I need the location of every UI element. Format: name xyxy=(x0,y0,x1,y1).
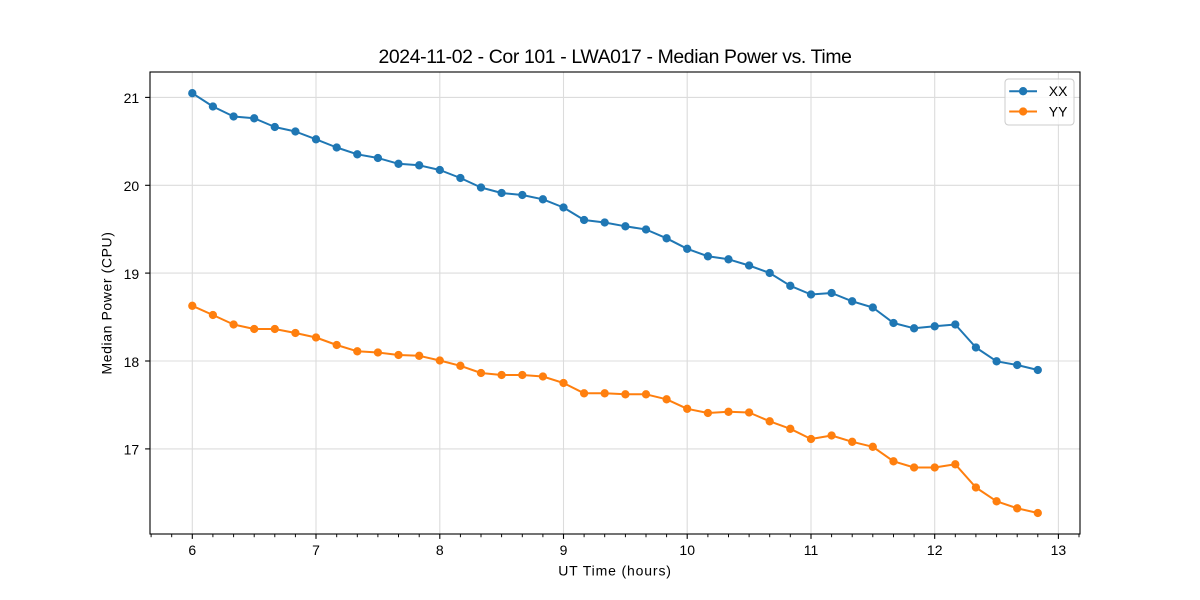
svg-text:13: 13 xyxy=(1051,542,1067,558)
svg-text:2024-11-02 - Cor 101 - LWA017: 2024-11-02 - Cor 101 - LWA017 - Median P… xyxy=(378,46,851,68)
svg-text:YY: YY xyxy=(1049,104,1068,120)
svg-text:8: 8 xyxy=(436,542,444,558)
svg-text:18: 18 xyxy=(124,354,140,370)
svg-text:19: 19 xyxy=(124,266,140,282)
svg-text:UT Time (hours): UT Time (hours) xyxy=(558,562,672,578)
svg-text:Median Power (CPU): Median Power (CPU) xyxy=(99,231,115,374)
svg-text:7: 7 xyxy=(312,542,320,558)
svg-text:11: 11 xyxy=(804,542,819,558)
svg-text:XX: XX xyxy=(1049,83,1068,99)
svg-text:12: 12 xyxy=(927,542,943,558)
svg-text:21: 21 xyxy=(124,90,140,106)
svg-text:20: 20 xyxy=(124,178,140,194)
svg-text:6: 6 xyxy=(188,542,196,558)
svg-text:10: 10 xyxy=(679,542,695,558)
svg-text:17: 17 xyxy=(124,442,140,458)
svg-text:9: 9 xyxy=(560,542,568,558)
